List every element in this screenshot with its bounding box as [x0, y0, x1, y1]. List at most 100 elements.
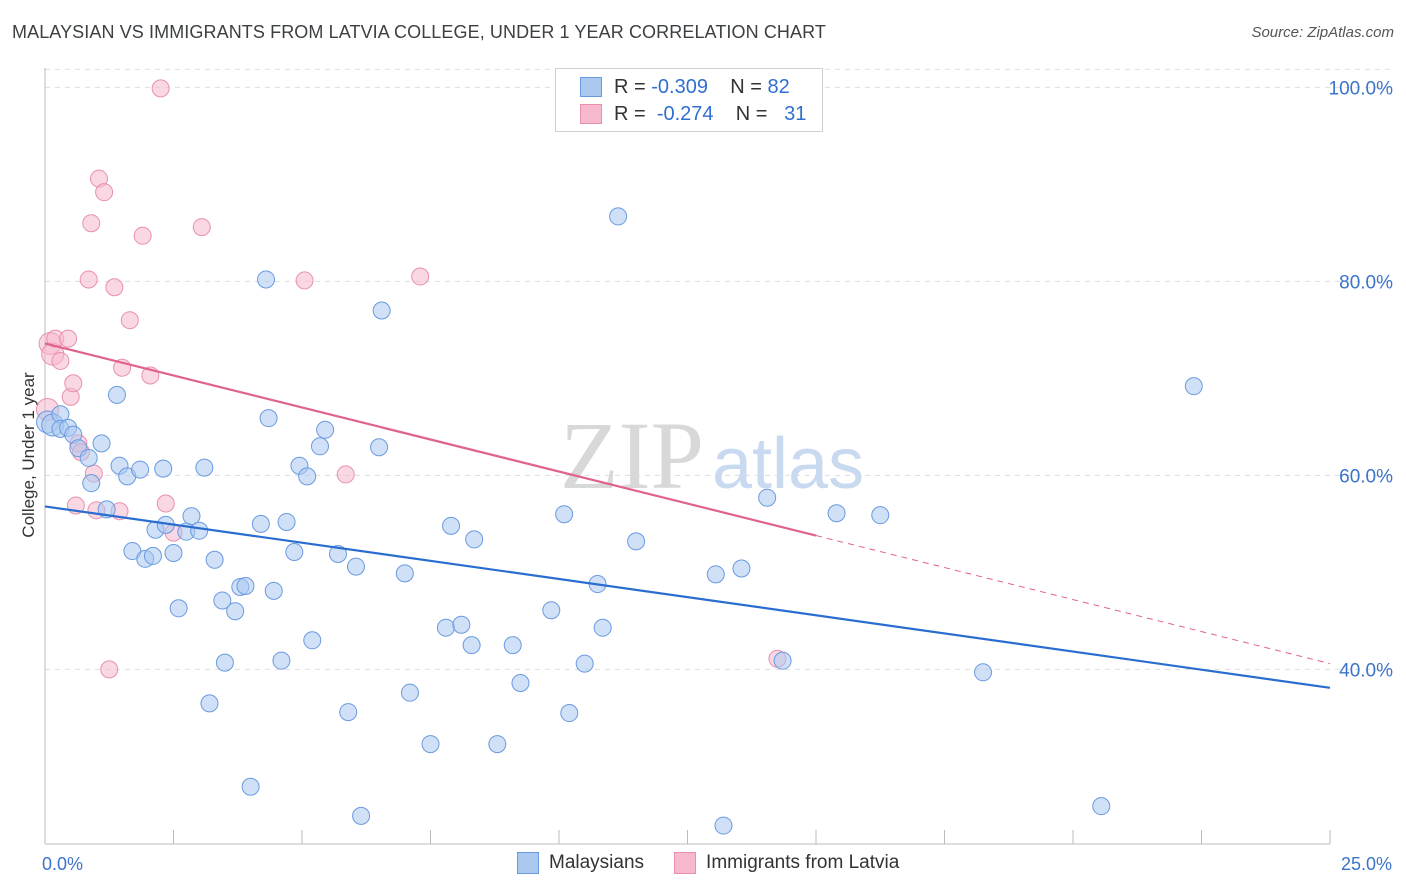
legend-item-latvia[interactable]: Immigrants from Latvia [674, 852, 899, 874]
malaysian-point [195, 458, 214, 477]
latvia-point [82, 214, 101, 233]
latvia-point [336, 465, 355, 484]
legend-r-value: -0.309 [651, 75, 708, 98]
malaysian-point [511, 673, 530, 692]
malaysian-point [169, 599, 188, 618]
legend-n-value: 31 [784, 102, 807, 125]
malaysian-point [79, 448, 98, 467]
y-tick-label: 80.0% [1339, 272, 1393, 293]
malaysian-point [303, 631, 322, 650]
latvia-point [156, 494, 175, 513]
legend-n-value: 82 [767, 75, 790, 98]
malaysian-point [974, 663, 993, 682]
legend-row-latvia: R = -0.274 N = 31 [580, 102, 806, 126]
malaysian-point [352, 806, 371, 825]
x-tick-label-max: 25.0% [1341, 854, 1392, 874]
malaysian-point [272, 651, 291, 670]
malaysian-point [92, 434, 111, 453]
legend-label-latvia: Immigrants from Latvia [706, 852, 900, 873]
latvia-points [36, 79, 787, 679]
latvia-point [133, 226, 152, 245]
latvia-point [151, 79, 170, 98]
x-ticks [173, 830, 1331, 844]
latvia-point [51, 351, 70, 370]
malaysian-point [143, 546, 162, 565]
legend-r-value: -0.274 [656, 102, 714, 125]
malaysian-point [871, 506, 890, 525]
latvia-point [295, 271, 314, 290]
legend-r-label: R = [614, 102, 646, 125]
x-tick-label-min: 0.0% [42, 854, 83, 874]
malaysian-point [339, 703, 358, 722]
legend-label-malaysians: Malaysians [549, 852, 645, 873]
malaysian-point [285, 543, 304, 562]
malaysian-point [1092, 797, 1111, 816]
malaysian-point [370, 438, 389, 457]
latvia-point [100, 660, 119, 679]
malaysian-point [395, 564, 414, 583]
malaysian-point [182, 507, 201, 526]
latvia-point [411, 267, 430, 286]
latvia-trend-line [44, 342, 817, 537]
malaysian-point [827, 504, 846, 523]
malaysian-point [593, 618, 612, 637]
malaysian-point [346, 557, 365, 576]
malaysian-point [241, 777, 260, 796]
malaysian-point [316, 420, 335, 439]
latvia-point [59, 329, 78, 348]
malaysian-point [714, 816, 733, 835]
malaysian-point [236, 576, 255, 595]
malaysian-point [259, 409, 278, 428]
malaysian-points [36, 207, 1203, 835]
malaysian-point [205, 550, 224, 569]
malaysian-point [298, 467, 317, 486]
latvia-point [105, 278, 124, 297]
watermark-zip: ZIP [560, 402, 704, 509]
malaysian-point [758, 488, 777, 507]
latvia-point [95, 183, 114, 202]
malaysian-point [372, 301, 391, 320]
y-axis-label: College, Under 1 year [19, 372, 38, 538]
y-tick-label: 60.0% [1339, 466, 1393, 487]
malaysian-point [264, 581, 283, 600]
legend-row-malaysians: R = -0.309 N = 82 [580, 75, 790, 99]
malaysian-point [251, 514, 270, 533]
chart-title: MALAYSIAN VS IMMIGRANTS FROM LATVIA COLL… [12, 22, 826, 42]
malaysian-point [452, 615, 471, 634]
legend-r-label: R = [614, 75, 646, 98]
y-tick-label: 40.0% [1339, 660, 1393, 681]
legend-item-malaysians[interactable]: Malaysians [517, 852, 644, 874]
malaysian-point [226, 602, 245, 621]
malaysian-point [436, 618, 455, 637]
malaysian-point [465, 530, 484, 549]
malaysian-trend-line [44, 505, 1331, 689]
legend-n-label: N = [730, 75, 762, 98]
legend-swatch-pink [580, 104, 602, 124]
malaysian-point [1184, 377, 1203, 396]
malaysian-point [277, 512, 296, 531]
legend-swatch-blue [580, 77, 602, 97]
malaysian-point [190, 521, 209, 540]
malaysian-point [773, 651, 792, 670]
y-tick-label: 100.0% [1329, 78, 1394, 99]
latvia-trend-extension [815, 535, 1331, 665]
malaysian-point [575, 654, 594, 673]
malaysian-point [107, 385, 126, 404]
malaysian-point [560, 704, 579, 723]
malaysian-point [462, 636, 481, 655]
malaysian-point [503, 636, 522, 655]
y-tick-labels: 40.0% 60.0% 80.0% 100.0% [1329, 78, 1394, 681]
malaysian-point [400, 683, 419, 702]
series-legend: Malaysians Immigrants from Latvia [517, 852, 929, 874]
malaysian-point [154, 459, 173, 478]
malaysian-point [421, 735, 440, 754]
malaysian-point [627, 532, 646, 551]
malaysian-point [542, 601, 561, 620]
malaysian-point [257, 270, 276, 289]
malaysian-point [442, 516, 461, 535]
legend-swatch-blue [517, 852, 539, 874]
malaysian-point [200, 694, 219, 713]
watermark-atlas: atlas [712, 424, 864, 504]
trend-lines [44, 342, 1331, 689]
